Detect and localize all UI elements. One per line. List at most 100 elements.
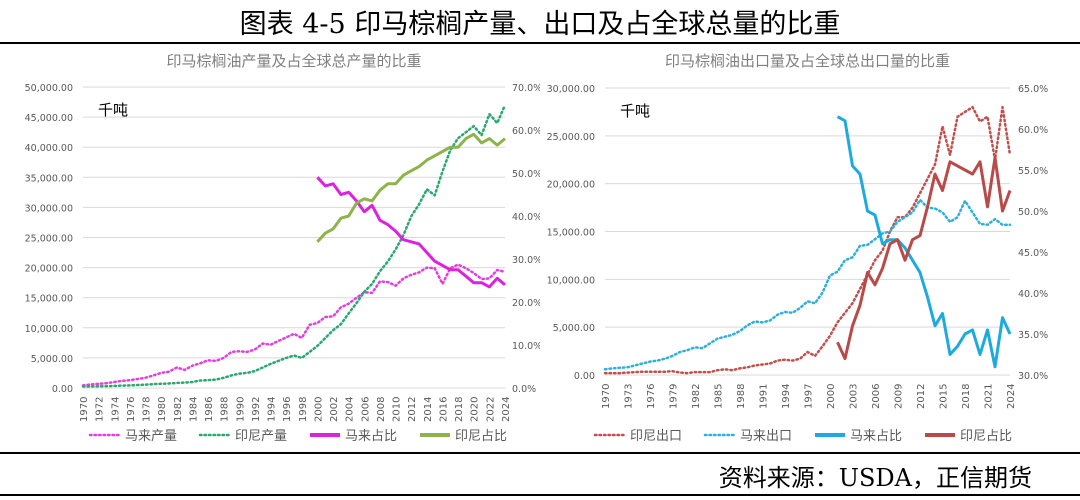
y-tick-label: 20,000.00	[25, 264, 73, 275]
x-tick-label: 2000	[826, 384, 837, 409]
x-tick-label: 1970	[601, 384, 612, 409]
y-tick-label: 40,000.00	[25, 143, 73, 154]
y2-tick-label: 70.0%	[512, 83, 540, 94]
x-tick-label: 1979	[669, 384, 680, 409]
y-tick-label: 30,000.00	[25, 203, 73, 214]
y2-tick-label: 45.0%	[1018, 248, 1048, 259]
legend-label: 马来产量	[125, 429, 177, 444]
x-tick-label: 2006	[360, 397, 371, 422]
x-tick-label: 1976	[126, 397, 137, 422]
series-line-2	[836, 115, 1012, 369]
x-tick-label: 1978	[142, 397, 153, 422]
x-tick-label: 1997	[804, 384, 815, 409]
legend-label: 马来占比	[850, 429, 902, 444]
x-tick-label: 2003	[849, 384, 860, 409]
top-divider	[0, 42, 1080, 44]
unit-label: 千吨	[98, 101, 128, 119]
x-tick-label: 2016	[438, 397, 449, 422]
unit-label: 千吨	[620, 102, 650, 120]
source-note: 资料来源：USDA，正信期货	[718, 464, 1032, 492]
chart-title: 印马棕榈油产量及占全球总产量的比重	[166, 52, 421, 70]
page-title: 图表 4-5 印马棕榈产量、出口及占全球总量的比重	[239, 9, 841, 40]
y-tick-label: 15,000.00	[25, 294, 73, 305]
y2-tick-label: 65.0%	[1018, 84, 1048, 95]
x-tick-label: 2000	[313, 397, 324, 422]
x-tick-label: 1991	[759, 384, 770, 409]
x-tick-label: 2012	[407, 397, 418, 422]
series-line-1	[603, 198, 1012, 371]
y-tick-label: 25,000.00	[547, 132, 595, 143]
x-tick-label: 1982	[173, 397, 184, 422]
series-line-2	[316, 176, 506, 289]
y-tick-label: 50,000.00	[25, 83, 73, 94]
export-chart: 印马棕榈油出口量及占全球总出口量的比重 0.00 5,000.00 10,000.00…	[547, 52, 1049, 444]
x-tick-label: 2009	[894, 384, 905, 409]
bottom-divider	[0, 452, 1080, 454]
legend-label: 印尼产量	[235, 429, 287, 444]
x-tick-label: 2022	[485, 397, 496, 422]
series-line-0	[603, 105, 1012, 375]
x-tick-label: 1994	[267, 397, 278, 422]
series-line-0	[81, 263, 507, 387]
y2-tick-label: 55.0%	[1018, 166, 1048, 177]
legend-label: 马来占比	[345, 429, 397, 444]
series-line-3	[836, 156, 1012, 361]
x-tick-label: 1972	[95, 397, 106, 422]
x-tick-label: 2002	[329, 397, 340, 422]
legend-label: 印尼出口	[630, 429, 682, 444]
y-tick-label: 30,000.00	[547, 84, 595, 95]
y-tick-label: 45,000.00	[25, 113, 73, 124]
x-tick-label: 1990	[235, 397, 246, 422]
y2-tick-label: 20.0%	[512, 298, 540, 309]
y-tick-label: 25,000.00	[25, 234, 73, 245]
y2-tick-label: 0.0%	[512, 384, 536, 395]
y2-tick-label: 60.0%	[512, 126, 540, 137]
legend-label: 印尼占比	[455, 429, 507, 444]
x-tick-label: 1970	[79, 397, 90, 422]
y-tick-label: 35,000.00	[25, 173, 73, 184]
x-tick-label: 2012	[916, 384, 927, 409]
y2-tick-label: 10.0%	[512, 341, 540, 352]
y2-tick-label: 50.0%	[1018, 207, 1048, 218]
legend-label: 马来出口	[740, 429, 792, 444]
y-tick-label: 10,000.00	[547, 275, 595, 286]
x-tick-label: 2006	[871, 384, 882, 409]
series-line-3	[316, 132, 506, 243]
y-tick-label: 0.00	[574, 371, 595, 382]
x-tick-label: 2020	[470, 397, 481, 422]
y2-tick-label: 30.0%	[512, 255, 540, 266]
x-tick-label: 1988	[220, 397, 231, 422]
x-tick-label: 1976	[646, 384, 657, 409]
x-tick-label: 1996	[282, 397, 293, 422]
x-tick-label: 2010	[392, 397, 403, 422]
y2-tick-label: 30.0%	[1018, 371, 1048, 382]
x-tick-label: 2021	[984, 384, 995, 409]
x-tick-label: 2024	[1006, 384, 1017, 409]
footer-divider	[0, 494, 1080, 496]
x-tick-label: 1974	[110, 397, 121, 422]
y2-tick-label: 40.0%	[1018, 289, 1048, 300]
series-line-1	[81, 103, 507, 388]
chart-title: 印马棕榈油出口量及占全球总出口量的比重	[665, 52, 950, 70]
y-tick-label: 5,000.00	[31, 354, 73, 365]
y-tick-label: 20,000.00	[547, 180, 595, 191]
production-chart: 印马棕榈油产量及占全球总产量的比重 0.00 5,000.00 10,000.00 15…	[25, 52, 540, 444]
x-tick-label: 1985	[714, 384, 725, 409]
x-tick-label: 2015	[939, 384, 950, 409]
x-tick-label: 1992	[251, 397, 262, 422]
x-tick-label: 1994	[781, 384, 792, 409]
x-tick-label: 2018	[961, 384, 972, 409]
y2-tick-label: 50.0%	[512, 169, 540, 180]
x-tick-label: 1984	[188, 397, 199, 422]
x-tick-label: 1986	[204, 397, 215, 422]
y2-tick-label: 40.0%	[512, 212, 540, 223]
x-tick-label: 2004	[345, 397, 356, 422]
x-tick-label: 2014	[423, 397, 434, 422]
y2-tick-label: 35.0%	[1018, 330, 1048, 341]
legend-label: 印尼占比	[960, 429, 1012, 444]
y2-tick-label: 60.0%	[1018, 125, 1048, 136]
y-tick-label: 15,000.00	[547, 228, 595, 239]
x-tick-label: 1998	[298, 397, 309, 422]
x-tick-label: 1980	[157, 397, 168, 422]
x-tick-label: 1982	[691, 384, 702, 409]
